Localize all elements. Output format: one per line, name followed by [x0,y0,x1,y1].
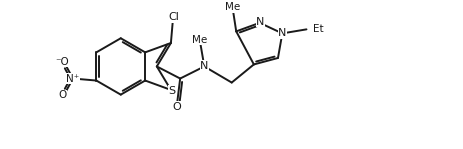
Text: Me: Me [192,35,207,45]
Text: Et: Et [313,24,324,34]
Text: N: N [278,28,287,38]
Text: ⁻O: ⁻O [55,57,69,67]
Text: O: O [173,102,181,112]
Text: Cl: Cl [169,12,180,22]
Text: N: N [257,17,265,27]
Text: N⁺: N⁺ [66,73,80,84]
Text: Me: Me [225,2,240,12]
Text: O: O [59,90,67,100]
Text: S: S [168,86,175,96]
Text: N: N [200,61,208,71]
